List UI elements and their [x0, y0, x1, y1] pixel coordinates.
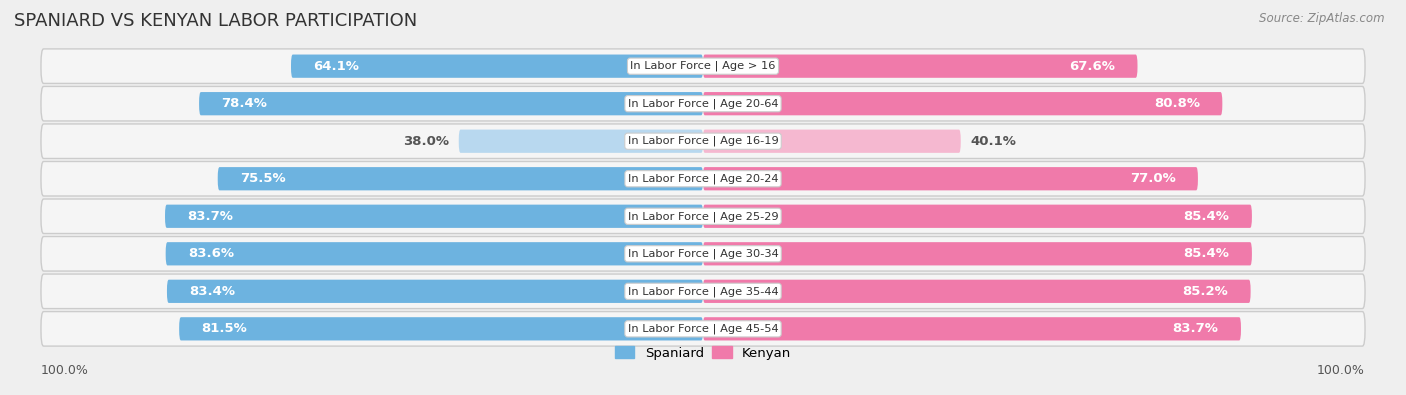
Text: 100.0%: 100.0% [1317, 364, 1365, 376]
Text: 83.7%: 83.7% [1173, 322, 1219, 335]
Text: In Labor Force | Age 25-29: In Labor Force | Age 25-29 [627, 211, 779, 222]
FancyBboxPatch shape [179, 317, 703, 340]
Text: 85.2%: 85.2% [1182, 285, 1227, 298]
FancyBboxPatch shape [703, 92, 1222, 115]
FancyBboxPatch shape [41, 87, 1365, 121]
FancyBboxPatch shape [703, 280, 1250, 303]
Text: In Labor Force | Age 20-24: In Labor Force | Age 20-24 [627, 173, 779, 184]
FancyBboxPatch shape [703, 317, 1241, 340]
Text: 64.1%: 64.1% [314, 60, 360, 73]
Text: 81.5%: 81.5% [201, 322, 247, 335]
Text: In Labor Force | Age 20-64: In Labor Force | Age 20-64 [627, 98, 779, 109]
Text: 67.6%: 67.6% [1069, 60, 1115, 73]
FancyBboxPatch shape [41, 49, 1365, 83]
Text: 83.4%: 83.4% [190, 285, 235, 298]
FancyBboxPatch shape [41, 237, 1365, 271]
FancyBboxPatch shape [458, 130, 703, 153]
Text: In Labor Force | Age 45-54: In Labor Force | Age 45-54 [627, 324, 779, 334]
FancyBboxPatch shape [166, 242, 703, 265]
FancyBboxPatch shape [41, 162, 1365, 196]
Text: 78.4%: 78.4% [222, 97, 267, 110]
FancyBboxPatch shape [703, 55, 1137, 78]
Text: 77.0%: 77.0% [1129, 172, 1175, 185]
Text: In Labor Force | Age 30-34: In Labor Force | Age 30-34 [627, 248, 779, 259]
Text: In Labor Force | Age > 16: In Labor Force | Age > 16 [630, 61, 776, 71]
FancyBboxPatch shape [41, 199, 1365, 233]
FancyBboxPatch shape [165, 205, 703, 228]
Text: 83.7%: 83.7% [187, 210, 233, 223]
FancyBboxPatch shape [703, 242, 1251, 265]
Text: 100.0%: 100.0% [41, 364, 89, 376]
FancyBboxPatch shape [703, 130, 960, 153]
FancyBboxPatch shape [703, 167, 1198, 190]
Text: 80.8%: 80.8% [1154, 97, 1199, 110]
Text: 40.1%: 40.1% [970, 135, 1017, 148]
Text: SPANIARD VS KENYAN LABOR PARTICIPATION: SPANIARD VS KENYAN LABOR PARTICIPATION [14, 12, 418, 30]
FancyBboxPatch shape [291, 55, 703, 78]
Text: 38.0%: 38.0% [404, 135, 449, 148]
Text: Source: ZipAtlas.com: Source: ZipAtlas.com [1260, 12, 1385, 25]
FancyBboxPatch shape [41, 312, 1365, 346]
Text: 83.6%: 83.6% [188, 247, 235, 260]
Text: 75.5%: 75.5% [240, 172, 285, 185]
Legend: Spaniard, Kenyan: Spaniard, Kenyan [609, 341, 797, 365]
Text: 85.4%: 85.4% [1184, 247, 1229, 260]
FancyBboxPatch shape [703, 205, 1251, 228]
FancyBboxPatch shape [167, 280, 703, 303]
Text: In Labor Force | Age 16-19: In Labor Force | Age 16-19 [627, 136, 779, 147]
FancyBboxPatch shape [41, 124, 1365, 158]
FancyBboxPatch shape [218, 167, 703, 190]
Text: In Labor Force | Age 35-44: In Labor Force | Age 35-44 [627, 286, 779, 297]
Text: 85.4%: 85.4% [1184, 210, 1229, 223]
FancyBboxPatch shape [200, 92, 703, 115]
FancyBboxPatch shape [41, 274, 1365, 308]
